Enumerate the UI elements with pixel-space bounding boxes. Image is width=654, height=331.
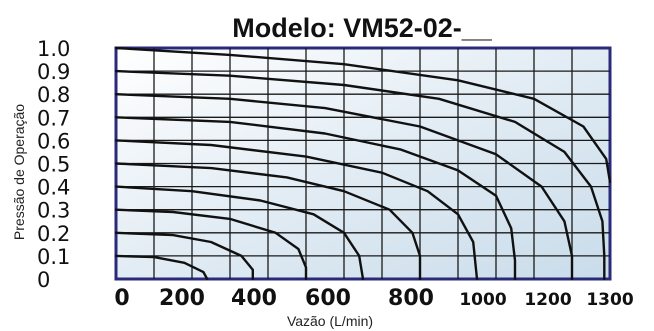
y-tick-label: 0.6: [37, 129, 70, 153]
y-tick-label: 0.5: [37, 153, 70, 177]
y-tick-label: 0.7: [37, 106, 70, 130]
series-line-8: [114, 208, 308, 281]
series-line-1: [114, 46, 612, 184]
y-tick-label: 0.1: [37, 245, 70, 269]
series-line-10: [114, 254, 209, 281]
series-line-5: [114, 139, 479, 281]
x-tick-label: 600: [305, 286, 351, 311]
x-tick-label: 0: [114, 286, 129, 311]
y-tick-label: 0.3: [37, 199, 70, 223]
x-tick-labels: 0 200 400 600 800 1000 1200 1300: [114, 286, 633, 311]
x-tick-label: 200: [159, 286, 205, 311]
y-tick-label: 0.8: [37, 83, 70, 107]
x-tick-label: 1000: [459, 290, 506, 310]
series-line-2: [114, 69, 606, 281]
y-tick-label: 0.9: [37, 60, 70, 84]
series-line-9: [114, 231, 254, 281]
y-tick-label: 0.4: [37, 176, 70, 200]
curves: [114, 46, 612, 281]
y-tick-label: 0.2: [37, 222, 70, 246]
series-line-3: [114, 93, 574, 281]
y-axis-label: Pressão de Operação: [11, 104, 27, 240]
x-tick-label: 1200: [524, 290, 571, 310]
series-line-7: [114, 185, 365, 281]
series-line-6: [114, 162, 422, 281]
y-tick-label: 1.0: [37, 37, 70, 61]
y-tick-labels: 00.10.20.30.40.50.60.70.80.91.0: [37, 37, 70, 292]
series-line-4: [114, 116, 517, 281]
chart-title: Modelo: VM52-02-__: [232, 13, 493, 43]
x-axis-label: Vazão (L/min): [287, 313, 373, 329]
x-tick-label: 1300: [586, 290, 633, 310]
y-tick-label: 0: [37, 268, 50, 292]
x-tick-label: 800: [388, 286, 434, 311]
x-tick-label: 400: [231, 286, 277, 311]
